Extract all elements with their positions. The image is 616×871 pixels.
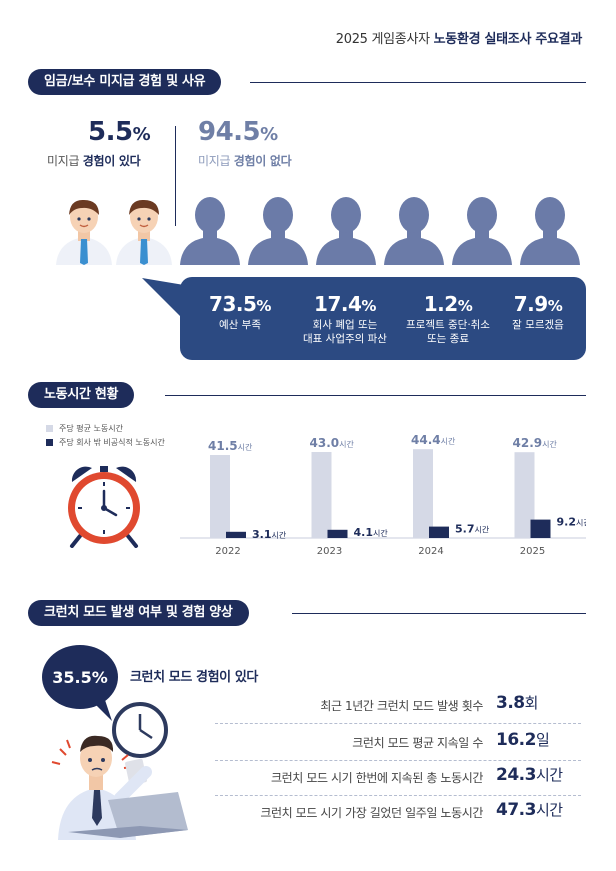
crunch-stat-label: 크런치 모드 평균 지속일 수	[352, 736, 483, 750]
crunch-stat-label: 최근 1년간 크런치 모드 발생 횟수	[320, 699, 483, 713]
value-label-avg-2023: 43.0시간	[310, 436, 355, 450]
section-title-hours: 노동시간 현황	[28, 382, 135, 408]
crunch-stat-value: 24.3시간	[496, 765, 563, 785]
value-label-informal-2022: 3.1시간	[252, 528, 287, 541]
person-silhouette-icon	[248, 197, 308, 265]
crunch-stat-value: 3.8회	[496, 693, 538, 713]
value-label-avg-2022: 41.5시간	[208, 439, 253, 453]
reason-box	[180, 277, 586, 360]
crunch-percent: 35.5%	[52, 668, 108, 687]
section-divider	[165, 395, 586, 396]
legend-item-avg: 주당 평균 노동시간	[46, 423, 123, 434]
person-silhouette-icon	[520, 197, 580, 265]
reason-project-cancel: 1.2% 프로젝트 중단·취소 또는 종료	[406, 292, 490, 345]
bar-informal-2025	[530, 519, 551, 538]
reason-unknown: 7.9% 잘 모르겠음	[512, 292, 564, 331]
value-label-informal-2025: 9.2시간	[557, 516, 587, 529]
crunch-stat-label: 크런치 모드 시기 가장 길었던 일주일 노동시간	[260, 806, 483, 820]
stressed-worker-icon	[51, 702, 188, 840]
bar-informal-2024	[429, 526, 449, 538]
crunch-percent-bubble: 35.5%	[42, 645, 118, 721]
x-tick-label-2023: 2023	[317, 546, 342, 557]
value-label-informal-2023: 4.1시간	[354, 526, 389, 539]
section-title-wage: 임금/보수 미지급 경험 및 사유	[28, 69, 222, 95]
person-silhouette-icon	[384, 197, 444, 265]
reason-budget: 73.5% 예산 부족	[209, 292, 271, 331]
person-silhouette-icon	[316, 197, 376, 265]
bar-informal-2022	[226, 531, 246, 538]
wall-clock-icon	[112, 702, 168, 758]
x-tick-label-2022: 2022	[215, 546, 240, 557]
person-silhouette-icon	[180, 197, 240, 265]
crunch-stat-row: 크런치 모드 시기 한번에 지속된 총 노동시간 24.3시간	[215, 762, 581, 796]
bar-informal-2023	[327, 529, 348, 538]
bar-avg-2022	[210, 455, 230, 538]
bar-avg-2024	[413, 449, 433, 538]
x-tick-label-2025: 2025	[520, 546, 545, 557]
unpaid-yes-caption: 미지급 경험이 있다	[47, 154, 141, 168]
legend-swatch-avg	[46, 425, 53, 432]
bar-avg-2023	[311, 452, 332, 538]
worker-person-icon	[56, 199, 112, 265]
person-silhouette-icon	[452, 197, 512, 265]
section-title-crunch: 크런치 모드 발생 여부 및 경험 양상	[28, 600, 249, 626]
value-label-avg-2025: 42.9시간	[513, 436, 558, 450]
crunch-stat-row: 최근 1년간 크런치 모드 발생 횟수 3.8회	[215, 690, 581, 724]
report-title-main: 노동환경 실태조사 주요결과	[433, 32, 583, 47]
crunch-stat-value: 16.2일	[496, 730, 550, 750]
legend-swatch-informal	[46, 439, 53, 446]
laptop-icon	[68, 792, 188, 838]
report-title: 2025 게임종사자 노동환경 실태조사 주요결과	[335, 28, 583, 47]
legend-item-informal: 주당 회사 밖 비공식적 노동시간	[46, 437, 165, 448]
x-tick-label-2024: 2024	[418, 546, 443, 557]
unpaid-no-percent: 94.5%	[198, 117, 278, 147]
crunch-stat-label: 크런치 모드 시기 한번에 지속된 총 노동시간	[270, 771, 483, 785]
bar-avg-2025	[514, 452, 535, 538]
unpaid-yes-percent: 5.5%	[88, 117, 151, 147]
worker-person-icon	[116, 199, 172, 265]
section-divider	[292, 613, 586, 614]
value-label-informal-2024: 5.7시간	[455, 523, 490, 536]
reason-bankruptcy: 17.4% 회사 폐업 또는 대표 사업주의 파산	[303, 292, 387, 345]
crunch-stat-row: 크런치 모드 평균 지속일 수 16.2일	[215, 727, 581, 761]
crunch-stat-row: 크런치 모드 시기 가장 길었던 일주일 노동시간 47.3시간	[215, 797, 581, 831]
alarm-clock-icon	[68, 466, 140, 548]
report-title-prefix: 2025 게임종사자	[335, 32, 434, 47]
hours-bar-chart: 41.5시간 3.1시간 2022 43.0시간 4.1시간 2023 44.4시간 5.7시…	[180, 433, 587, 557]
value-label-avg-2024: 44.4시간	[411, 433, 456, 447]
crunch-caption: 크런치 모드 경험이 있다	[130, 670, 258, 685]
crunch-stat-value: 47.3시간	[496, 800, 563, 820]
section-divider	[250, 82, 586, 83]
stat-divider	[175, 126, 176, 226]
unpaid-no-caption: 미지급 경험이 없다	[198, 154, 292, 168]
